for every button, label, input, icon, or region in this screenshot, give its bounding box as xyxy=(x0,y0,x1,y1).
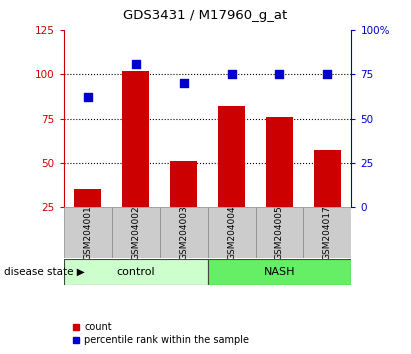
Bar xyxy=(64,259,208,285)
Point xyxy=(228,72,235,77)
Bar xyxy=(303,207,351,258)
Text: GSM204003: GSM204003 xyxy=(179,205,188,260)
Bar xyxy=(159,207,208,258)
Text: NASH: NASH xyxy=(264,267,295,277)
Text: GSM204017: GSM204017 xyxy=(323,205,332,260)
Text: control: control xyxy=(116,267,155,277)
Point xyxy=(276,72,283,77)
Bar xyxy=(256,207,303,258)
Text: GSM204004: GSM204004 xyxy=(227,205,236,260)
Point xyxy=(84,95,91,100)
Bar xyxy=(218,106,245,207)
Bar xyxy=(208,259,351,285)
Text: GDS3431 / M17960_g_at: GDS3431 / M17960_g_at xyxy=(123,9,288,22)
Bar xyxy=(208,207,256,258)
Text: GSM204005: GSM204005 xyxy=(275,205,284,260)
Bar xyxy=(112,207,159,258)
Bar xyxy=(171,161,197,207)
Text: disease state ▶: disease state ▶ xyxy=(4,267,85,277)
Text: GSM204001: GSM204001 xyxy=(83,205,92,260)
Bar xyxy=(64,207,112,258)
Bar xyxy=(314,150,341,207)
Legend: count, percentile rank within the sample: count, percentile rank within the sample xyxy=(69,319,253,349)
Bar xyxy=(266,117,293,207)
Point xyxy=(132,61,139,67)
Bar xyxy=(122,71,149,207)
Point xyxy=(180,80,187,86)
Point xyxy=(324,72,331,77)
Text: GSM204002: GSM204002 xyxy=(131,205,140,260)
Bar xyxy=(74,189,101,207)
